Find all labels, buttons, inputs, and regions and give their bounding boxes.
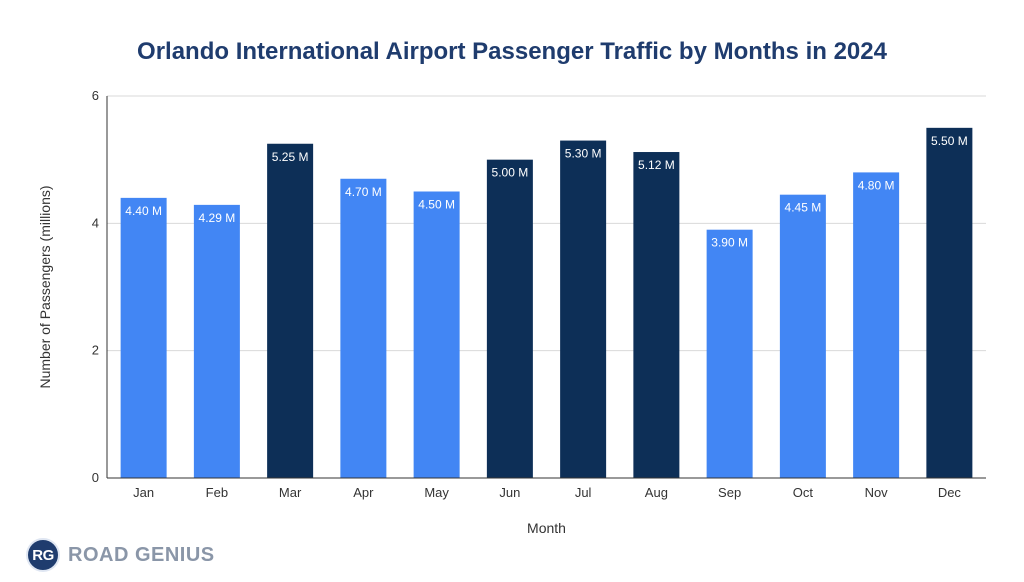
bar-oct bbox=[779, 194, 826, 478]
x-tick-label: Jan bbox=[133, 485, 154, 500]
data-label: 5.50 M bbox=[931, 134, 968, 148]
data-label: 4.40 M bbox=[125, 204, 162, 218]
data-label: 4.80 M bbox=[858, 178, 895, 192]
bar-apr bbox=[340, 178, 387, 478]
data-label: 5.30 M bbox=[565, 147, 602, 161]
bar-feb bbox=[193, 204, 240, 478]
data-label: 5.25 M bbox=[272, 150, 309, 164]
logo-text: ROAD GENIUS bbox=[68, 543, 215, 566]
bar-jan bbox=[120, 197, 167, 478]
x-tick-label: Dec bbox=[938, 485, 962, 500]
x-tick-label: Apr bbox=[353, 485, 374, 500]
y-tick-label: 2 bbox=[92, 343, 99, 358]
y-tick-label: 4 bbox=[92, 215, 99, 230]
data-label: 4.50 M bbox=[418, 198, 455, 212]
data-label: 5.00 M bbox=[492, 166, 529, 180]
y-tick-label: 0 bbox=[92, 470, 99, 485]
x-tick-label: May bbox=[424, 485, 449, 500]
x-tick-label: Jun bbox=[499, 485, 520, 500]
y-axis-title: Number of Passengers (millions) bbox=[37, 185, 53, 388]
logo-badge: RG bbox=[26, 538, 60, 572]
data-label: 4.45 M bbox=[785, 201, 822, 215]
x-tick-label: Feb bbox=[206, 485, 228, 500]
x-tick-label: Jul bbox=[575, 485, 592, 500]
bar-aug bbox=[633, 152, 680, 478]
bar-jun bbox=[486, 159, 533, 478]
bar-dec bbox=[926, 127, 973, 478]
x-tick-label: Aug bbox=[645, 485, 668, 500]
y-tick-label: 6 bbox=[92, 88, 99, 103]
chart-title: Orlando International Airport Passenger … bbox=[137, 38, 887, 65]
bar-may bbox=[413, 191, 460, 478]
bar-jul bbox=[560, 140, 607, 479]
x-tick-label: Mar bbox=[279, 485, 302, 500]
bar-mar bbox=[267, 143, 314, 478]
data-label: 4.29 M bbox=[199, 211, 236, 225]
bar-sep bbox=[706, 229, 753, 478]
x-axis-title: Month bbox=[527, 520, 566, 536]
x-tick-label: Oct bbox=[793, 485, 814, 500]
bar-nov bbox=[853, 172, 900, 478]
data-label: 4.70 M bbox=[345, 185, 382, 199]
data-label: 5.12 M bbox=[638, 158, 675, 172]
x-tick-label: Nov bbox=[865, 485, 889, 500]
x-tick-label: Sep bbox=[718, 485, 741, 500]
data-label: 3.90 M bbox=[711, 236, 748, 250]
brand-logo: RG ROAD GENIUS bbox=[26, 538, 215, 572]
